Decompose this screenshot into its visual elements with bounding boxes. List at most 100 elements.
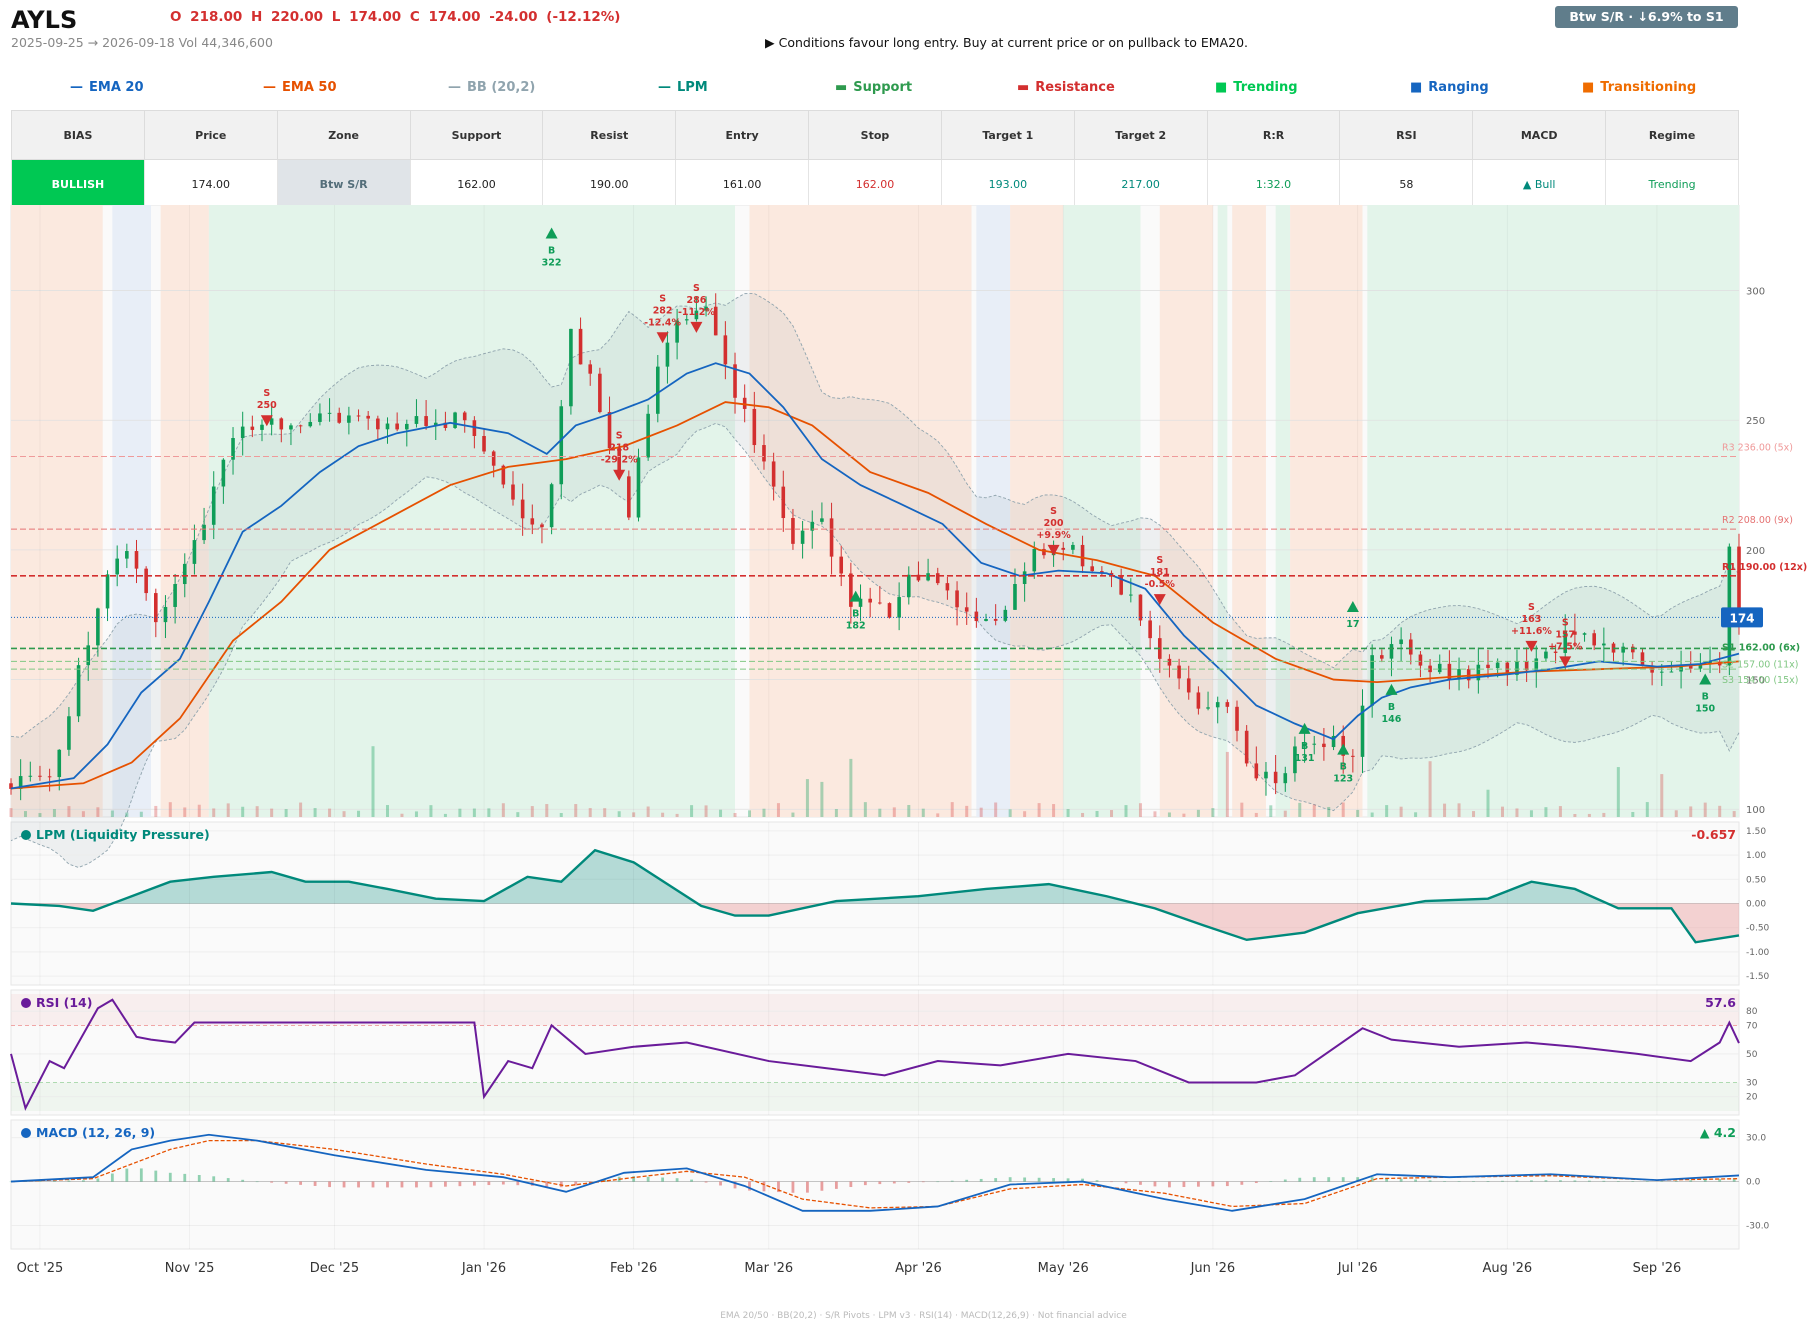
candle-body: [569, 328, 573, 407]
candle-body: [878, 602, 882, 604]
x-tick-label: Jan '26: [461, 1261, 506, 1276]
volume-bar: [907, 804, 911, 817]
macd-histogram-bar: [559, 1181, 563, 1188]
candle-body: [96, 608, 100, 646]
x-tick-label: Mar '26: [744, 1261, 793, 1276]
macd-histogram-bar: [704, 1181, 708, 1183]
volume-bar: [1269, 805, 1273, 817]
legend-item-ema20[interactable]: — EMA 20: [70, 80, 144, 95]
candle-body: [1515, 661, 1519, 675]
volume-bar: [1023, 811, 1027, 817]
macd-histogram-bar: [313, 1181, 317, 1186]
price-tag: [1721, 607, 1763, 628]
volume-bar: [81, 811, 85, 817]
macd-histogram-bar: [154, 1170, 158, 1182]
line-swatch-icon: —: [263, 80, 276, 95]
chart-area: 100 150 200 250 300 R3 236.00 (5x) R2 208.00 (…: [9, 205, 1807, 1276]
volume-bar: [1225, 751, 1229, 817]
candle-body: [598, 373, 602, 413]
volume-bars: [9, 746, 1736, 817]
signal-label: 157: [1555, 629, 1575, 640]
signal-marker: [1153, 594, 1166, 606]
volume-bar: [385, 805, 389, 817]
macd-histogram-bar: [1428, 1180, 1432, 1182]
candle-body: [1582, 633, 1587, 635]
candle-body: [1186, 678, 1191, 693]
legend-item-resistance[interactable]: ▬ Resistance: [1017, 80, 1115, 95]
volume-bar: [704, 805, 708, 817]
volume-bar: [501, 803, 505, 817]
candle-body: [1061, 547, 1066, 550]
volume-bar: [849, 758, 853, 817]
candle-body: [1177, 665, 1181, 679]
macd-histogram-bar: [53, 1180, 56, 1182]
volume-bar: [458, 808, 462, 817]
volume-bar: [1428, 761, 1432, 817]
volume-bar: [1399, 806, 1403, 817]
line-swatch-icon: —: [70, 80, 83, 95]
candle-body: [1495, 662, 1500, 669]
volume-bar: [1182, 813, 1186, 817]
volume-bar: [284, 809, 288, 817]
legend-item-trending[interactable]: ■ Trending: [1215, 80, 1298, 95]
macd-histogram-bar: [1559, 1180, 1562, 1182]
candle-body: [520, 499, 525, 519]
legend-item-ranging[interactable]: ■ Ranging: [1410, 80, 1489, 95]
volume-bar: [1254, 812, 1258, 817]
macd-histogram-bar: [1616, 1181, 1620, 1182]
macd-histogram-bar: [1631, 1181, 1635, 1182]
price-y-tick-label: 150: [1746, 676, 1765, 687]
candle-body: [1544, 651, 1548, 659]
panel-bg-4: [10, 1119, 1740, 1250]
macd-histogram-bar: [748, 1181, 751, 1191]
volume-bar: [1616, 767, 1620, 817]
volume-bar: [1558, 806, 1562, 817]
volume-bar: [472, 808, 476, 817]
macd-histogram-bar: [1066, 1178, 1070, 1182]
volume-bar: [921, 808, 925, 817]
legend-item-transitioning[interactable]: ■ Transitioning: [1582, 80, 1697, 95]
volume-bar: [603, 808, 607, 817]
x-tick-label: Nov '25: [165, 1261, 215, 1276]
volume-bar: [994, 802, 998, 817]
candle-body: [511, 484, 515, 500]
volume-bar: [1283, 810, 1287, 817]
volume-bar: [1631, 811, 1635, 817]
macd-histogram-bar: [1472, 1181, 1475, 1182]
macd-histogram-bar: [328, 1181, 331, 1188]
candle-body: [1640, 652, 1645, 666]
signal-marker: [613, 469, 626, 481]
col-stop: Stop: [808, 110, 942, 160]
volume-bar: [892, 807, 896, 817]
legend-item-bb[interactable]: — BB (20,2): [448, 80, 536, 95]
candle-body: [1466, 669, 1471, 681]
candle-body: [839, 556, 844, 574]
candle-body: [472, 420, 477, 436]
volume-bar: [1587, 813, 1591, 817]
candle-body: [347, 415, 351, 423]
signal-label: 322: [542, 258, 562, 269]
volume-bar: [863, 802, 867, 817]
ohlc-readout: O 218.00 H 220.00 L 174.00 C 174.00 -24.…: [170, 9, 621, 25]
macd-histogram-bar: [241, 1179, 245, 1182]
candle-body: [1727, 546, 1732, 666]
col-rr: R:R: [1206, 110, 1341, 160]
bb-upper-line: [10, 293, 1740, 738]
volume-bar: [1544, 807, 1548, 817]
volume-bar: [588, 808, 592, 817]
volume-bar: [733, 813, 737, 817]
volume-bar: [646, 806, 650, 817]
candle-body: [404, 423, 409, 430]
macd-value: ▲ Bull: [1472, 159, 1607, 209]
macd-histogram-bar: [806, 1181, 809, 1193]
signal-label: S: [263, 388, 270, 399]
macd-histogram-bar: [183, 1173, 187, 1182]
candle-body: [1254, 763, 1259, 779]
legend-item-lpm[interactable]: — LPM: [658, 80, 708, 95]
legend-item-ema50[interactable]: — EMA 50: [263, 80, 337, 95]
signal-label: 282: [653, 305, 673, 316]
candle-body: [1659, 671, 1664, 673]
target2-value: 217.00: [1073, 159, 1208, 209]
volume-bar: [1081, 812, 1085, 817]
legend-item-support[interactable]: ▬ Support: [835, 80, 913, 95]
